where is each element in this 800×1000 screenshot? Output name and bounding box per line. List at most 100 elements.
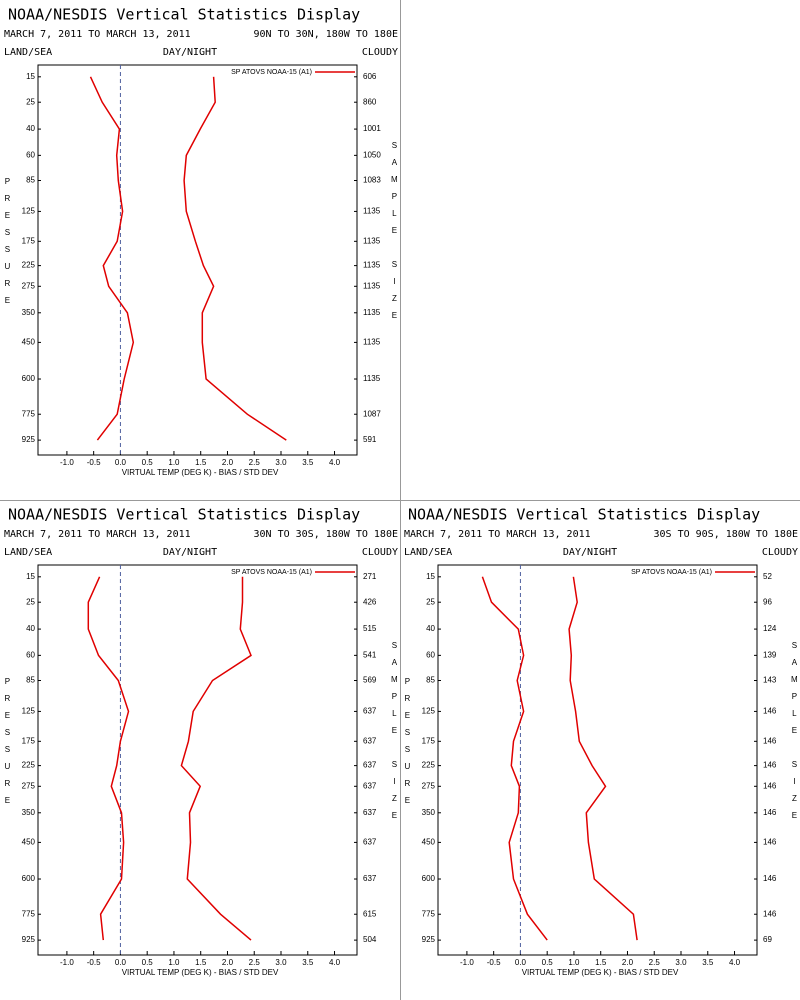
sample-size: 139 bbox=[763, 650, 777, 659]
x-axis-label: VIRTUAL TEMP (DEG K) - BIAS / STD DEV bbox=[122, 968, 279, 977]
sample-size: 1135 bbox=[363, 236, 381, 245]
day-night: DAY/NIGHT bbox=[163, 47, 217, 58]
y-tick-label: 40 bbox=[26, 624, 35, 633]
land-sea: LAND/SEA bbox=[404, 547, 452, 558]
date-range: MARCH 7, 2011 TO MARCH 13, 2011 bbox=[4, 529, 191, 540]
sample-size: 637 bbox=[363, 838, 377, 847]
x-tick-label: 3.0 bbox=[675, 958, 687, 967]
sample-size: 591 bbox=[363, 435, 377, 444]
y-tick-label: 60 bbox=[426, 650, 435, 659]
y-tick-label: 600 bbox=[22, 374, 36, 383]
y-tick-label: 600 bbox=[22, 874, 36, 883]
legend-label: SP ATOVS NOAA-15 (A1) bbox=[231, 569, 312, 576]
x-tick-label: 1.0 bbox=[568, 958, 580, 967]
x-tick-label: 3.5 bbox=[302, 958, 314, 967]
sample-size: 271 bbox=[363, 572, 377, 581]
y-tick-label: 225 bbox=[422, 761, 436, 770]
sample-size: 426 bbox=[363, 597, 377, 606]
y-tick-label: 350 bbox=[422, 808, 436, 817]
x-tick-label: 1.0 bbox=[168, 958, 180, 967]
bias-line bbox=[481, 576, 548, 941]
x-tick-label: -1.0 bbox=[60, 458, 74, 467]
sample-size: 637 bbox=[363, 874, 377, 883]
y-axis-label: PRESSURE bbox=[3, 177, 12, 313]
y-tick-label: 40 bbox=[26, 124, 35, 133]
sample-size: 146 bbox=[763, 761, 777, 770]
land-sea: LAND/SEA bbox=[4, 47, 52, 58]
y-tick-label: 40 bbox=[426, 624, 435, 633]
y-tick-label: 15 bbox=[426, 572, 435, 581]
day-night: DAY/NIGHT bbox=[563, 547, 617, 558]
sample-size: 569 bbox=[363, 676, 377, 685]
x-axis-label: VIRTUAL TEMP (DEG K) - BIAS / STD DEV bbox=[122, 468, 279, 477]
x-tick-label: 2.5 bbox=[249, 458, 261, 467]
x-tick-label: 2.0 bbox=[622, 958, 634, 967]
sample-size: 146 bbox=[763, 874, 777, 883]
x-tick-label: -1.0 bbox=[460, 958, 474, 967]
bias-line bbox=[89, 76, 135, 441]
y-tick-label: 125 bbox=[22, 707, 36, 716]
x-tick-label: 1.5 bbox=[195, 458, 207, 467]
y-tick-label: 15 bbox=[26, 72, 35, 81]
y-tick-label: 25 bbox=[26, 597, 35, 606]
y-tick-label: 60 bbox=[26, 650, 35, 659]
y-tick-label: 85 bbox=[26, 176, 35, 185]
y-tick-label: 15 bbox=[26, 572, 35, 581]
y-tick-label: 85 bbox=[26, 676, 35, 685]
y-tick-label: 275 bbox=[22, 281, 36, 290]
region: 30N TO 30S, 180W TO 180E bbox=[254, 529, 399, 540]
y-tick-label: 25 bbox=[26, 97, 35, 106]
sample-size: 96 bbox=[763, 597, 772, 606]
y-tick-label: 450 bbox=[22, 838, 36, 847]
y-tick-label: 175 bbox=[22, 236, 36, 245]
sample-size: 637 bbox=[363, 736, 377, 745]
panel-title: NOAA/NESDIS Vertical Statistics Display bbox=[8, 6, 360, 24]
sample-size: 637 bbox=[363, 808, 377, 817]
y-tick-label: 775 bbox=[22, 409, 36, 418]
x-tick-label: 0.0 bbox=[515, 958, 527, 967]
sample-size: 860 bbox=[363, 97, 377, 106]
x-tick-label: -0.5 bbox=[487, 958, 501, 967]
sample-size: 146 bbox=[763, 707, 777, 716]
sample-size: 146 bbox=[763, 736, 777, 745]
x-tick-label: 0.0 bbox=[115, 958, 127, 967]
sample-size: 146 bbox=[763, 808, 777, 817]
x-tick-label: 3.5 bbox=[302, 458, 314, 467]
bias-line bbox=[87, 576, 130, 941]
legend-label: SP ATOVS NOAA-15 (A1) bbox=[231, 69, 312, 76]
sample-size: 1135 bbox=[363, 261, 381, 270]
sample-size: 637 bbox=[363, 761, 377, 770]
sample-size: 69 bbox=[763, 935, 772, 944]
sample-size: 1050 bbox=[363, 150, 381, 159]
sample-size: 124 bbox=[763, 624, 777, 633]
sample-size: 146 bbox=[763, 781, 777, 790]
y-tick-label: 275 bbox=[422, 781, 436, 790]
x-tick-label: 3.5 bbox=[702, 958, 714, 967]
x-tick-label: 0.5 bbox=[542, 958, 554, 967]
plot-frame bbox=[37, 64, 358, 456]
date-range: MARCH 7, 2011 TO MARCH 13, 2011 bbox=[4, 29, 191, 40]
sample-size: 1135 bbox=[363, 207, 381, 216]
x-tick-label: 2.5 bbox=[249, 958, 261, 967]
std-dev-line bbox=[180, 576, 252, 941]
sample-size: 637 bbox=[363, 781, 377, 790]
x-tick-label: 4.0 bbox=[729, 958, 741, 967]
panel-title: NOAA/NESDIS Vertical Statistics Display bbox=[408, 506, 760, 524]
y-tick-label: 450 bbox=[22, 338, 36, 347]
std-dev-line bbox=[183, 76, 287, 441]
y-tick-label: 275 bbox=[22, 781, 36, 790]
x-tick-label: 3.0 bbox=[275, 458, 287, 467]
sample-size: 541 bbox=[363, 650, 377, 659]
x-tick-label: 0.5 bbox=[142, 958, 154, 967]
cloudy: CLOUDY bbox=[362, 47, 398, 58]
x-tick-label: 3.0 bbox=[275, 958, 287, 967]
plot-frame bbox=[437, 564, 758, 956]
region: 30S TO 90S, 180W TO 180E bbox=[654, 529, 799, 540]
x-tick-label: 0.5 bbox=[142, 458, 154, 467]
sample-size: 1135 bbox=[363, 281, 381, 290]
x-tick-label: 1.5 bbox=[195, 958, 207, 967]
x-tick-label: 0.0 bbox=[115, 458, 127, 467]
y2-axis-label: SAMPLE SIZE bbox=[390, 141, 399, 328]
y-tick-label: 775 bbox=[422, 909, 436, 918]
